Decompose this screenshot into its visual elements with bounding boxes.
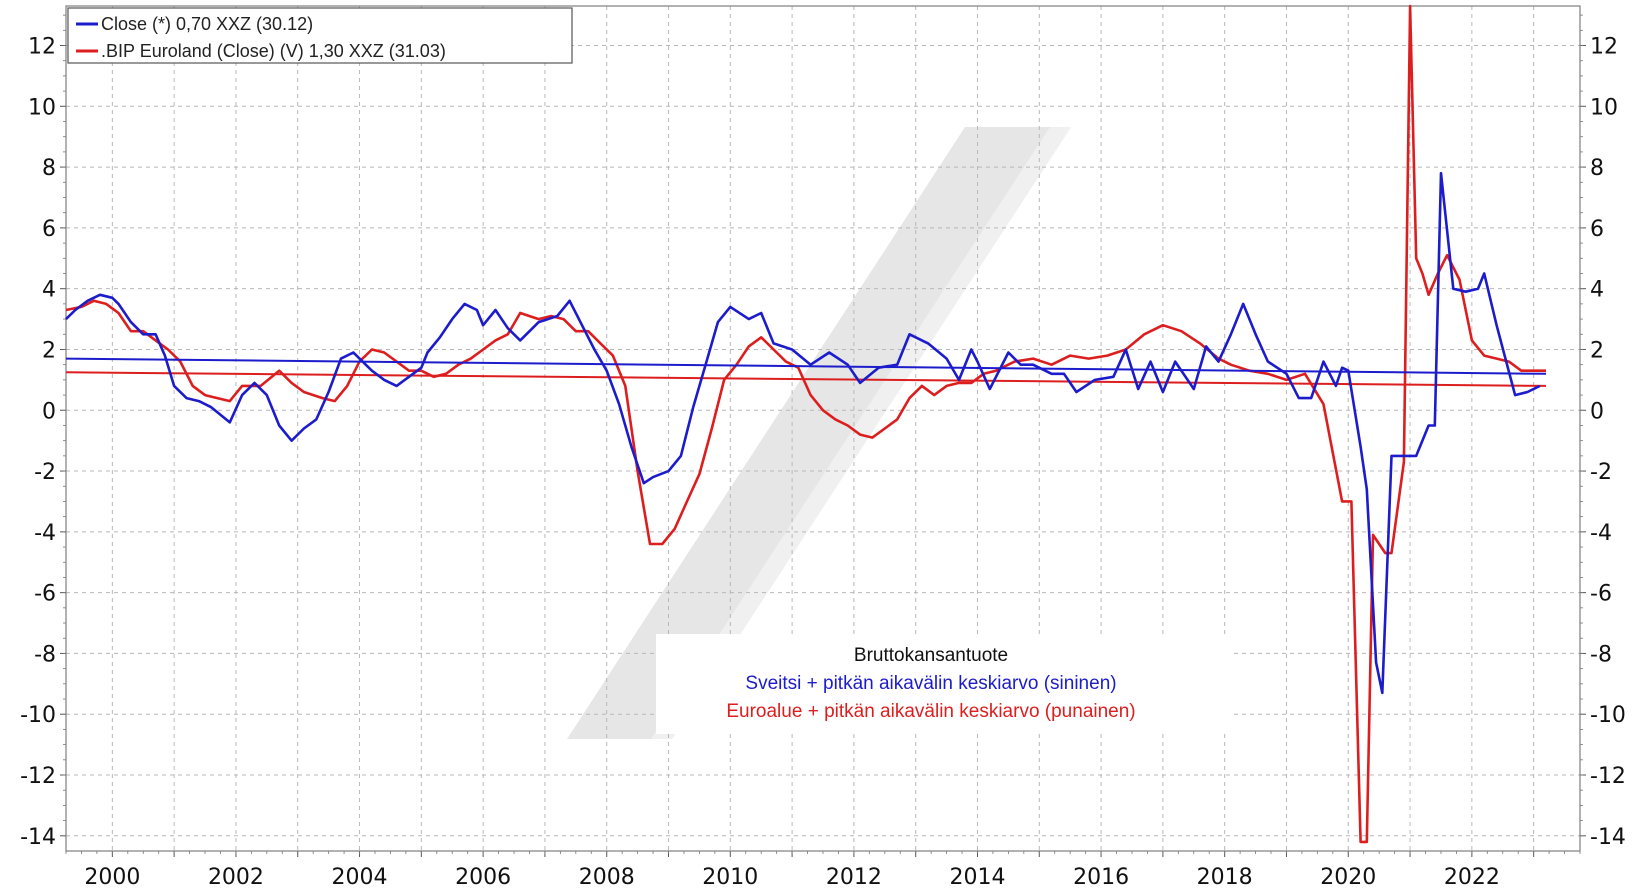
annotation-title: Bruttokansantuote xyxy=(854,645,1008,666)
y-tick-label-left: -12 xyxy=(20,764,56,789)
x-tick-label: 2014 xyxy=(949,865,1005,890)
y-tick-label-left: -10 xyxy=(20,703,56,728)
x-tick-label: 2020 xyxy=(1320,865,1376,890)
y-tick-label-right: -6 xyxy=(1590,582,1612,607)
x-tick-label: 2006 xyxy=(455,865,511,890)
y-tick-label-right: 6 xyxy=(1590,217,1604,242)
series-lines xyxy=(65,4,1547,844)
y-tick-label-right: 0 xyxy=(1590,399,1604,424)
annotation-box xyxy=(656,634,1230,734)
y-tick-label-left: 8 xyxy=(42,156,56,181)
x-tick-label: 2018 xyxy=(1197,865,1253,890)
x-tick-label: 2000 xyxy=(84,865,140,890)
y-tick-label-right: -2 xyxy=(1590,460,1612,485)
y-tick-label-left: -4 xyxy=(34,521,56,546)
series-line-euroland xyxy=(65,4,1546,844)
annotation-line-blue: Sveitsi + pitkän aikavälin keskiarvo (si… xyxy=(745,673,1116,694)
legend: Close (*) 0,70 XXZ (30.12) .BIP Euroland… xyxy=(67,7,573,64)
y-tick-label-left: 0 xyxy=(42,399,56,424)
y-tick-label-left: -6 xyxy=(34,582,56,607)
y-axis-left: 12 10 8 6 4 2 0 -2 -4 -6 -8 -10 -12 -14 xyxy=(20,14,66,850)
y-tick-label-left: -2 xyxy=(34,460,56,485)
y-tick-label-right: 10 xyxy=(1590,95,1618,120)
watermark-slash xyxy=(567,127,1071,739)
x-tick-label: 2012 xyxy=(826,865,882,890)
legend-box xyxy=(67,7,573,64)
legend-item-euroland: .BIP Euroland (Close) (V) 1,30 XXZ (31.0… xyxy=(101,41,446,61)
y-tick-label-right: -14 xyxy=(1590,825,1626,850)
x-tick-label: 2004 xyxy=(332,865,388,890)
x-tick-label: 2002 xyxy=(208,865,264,890)
y-tick-label-left: 4 xyxy=(42,278,56,303)
x-tick-label: 2008 xyxy=(579,865,635,890)
y-tick-label-left: 10 xyxy=(28,95,56,120)
y-tick-label-left: 6 xyxy=(42,217,56,242)
x-axis: 2000 2002 2004 2006 2008 2010 2012 2014 2016 2018… xyxy=(65,851,1581,890)
y-tick-label-right: 8 xyxy=(1590,156,1604,181)
y-tick-label-left: 2 xyxy=(42,338,56,363)
annotation-line-red: Euroalue + pitkän aikavälin keskiarvo (p… xyxy=(726,701,1135,722)
series-line-swiss xyxy=(65,171,1541,695)
y-tick-label-right: -10 xyxy=(1590,703,1626,728)
watermark-slash-highlight xyxy=(651,127,1071,739)
average-line-euroland xyxy=(65,371,1547,387)
y-tick-label-right: 2 xyxy=(1590,338,1604,363)
y-tick-label-left: -14 xyxy=(20,825,56,850)
y-tick-label-right: 4 xyxy=(1590,278,1604,303)
y-tick-label-right: -4 xyxy=(1590,521,1612,546)
y-tick-label-left: 12 xyxy=(28,35,56,60)
y-tick-label-right: -8 xyxy=(1590,642,1612,667)
legend-item-swiss: Close (*) 0,70 XXZ (30.12) xyxy=(101,14,313,34)
y-tick-label-right: 12 xyxy=(1590,35,1618,60)
x-tick-label: 2022 xyxy=(1444,865,1500,890)
average-line-swiss xyxy=(65,357,1547,375)
x-tick-label: 2010 xyxy=(702,865,758,890)
y-axis-right: 12 10 8 6 4 2 0 -2 -4 -6 -8 -10 -12 -14 xyxy=(1580,14,1626,850)
annotation: Bruttokansantuote Sveitsi + pitkän aikav… xyxy=(656,634,1230,734)
y-tick-label-left: -8 xyxy=(34,642,56,667)
x-tick-label: 2016 xyxy=(1073,865,1129,890)
y-tick-label-right: -12 xyxy=(1590,764,1626,789)
